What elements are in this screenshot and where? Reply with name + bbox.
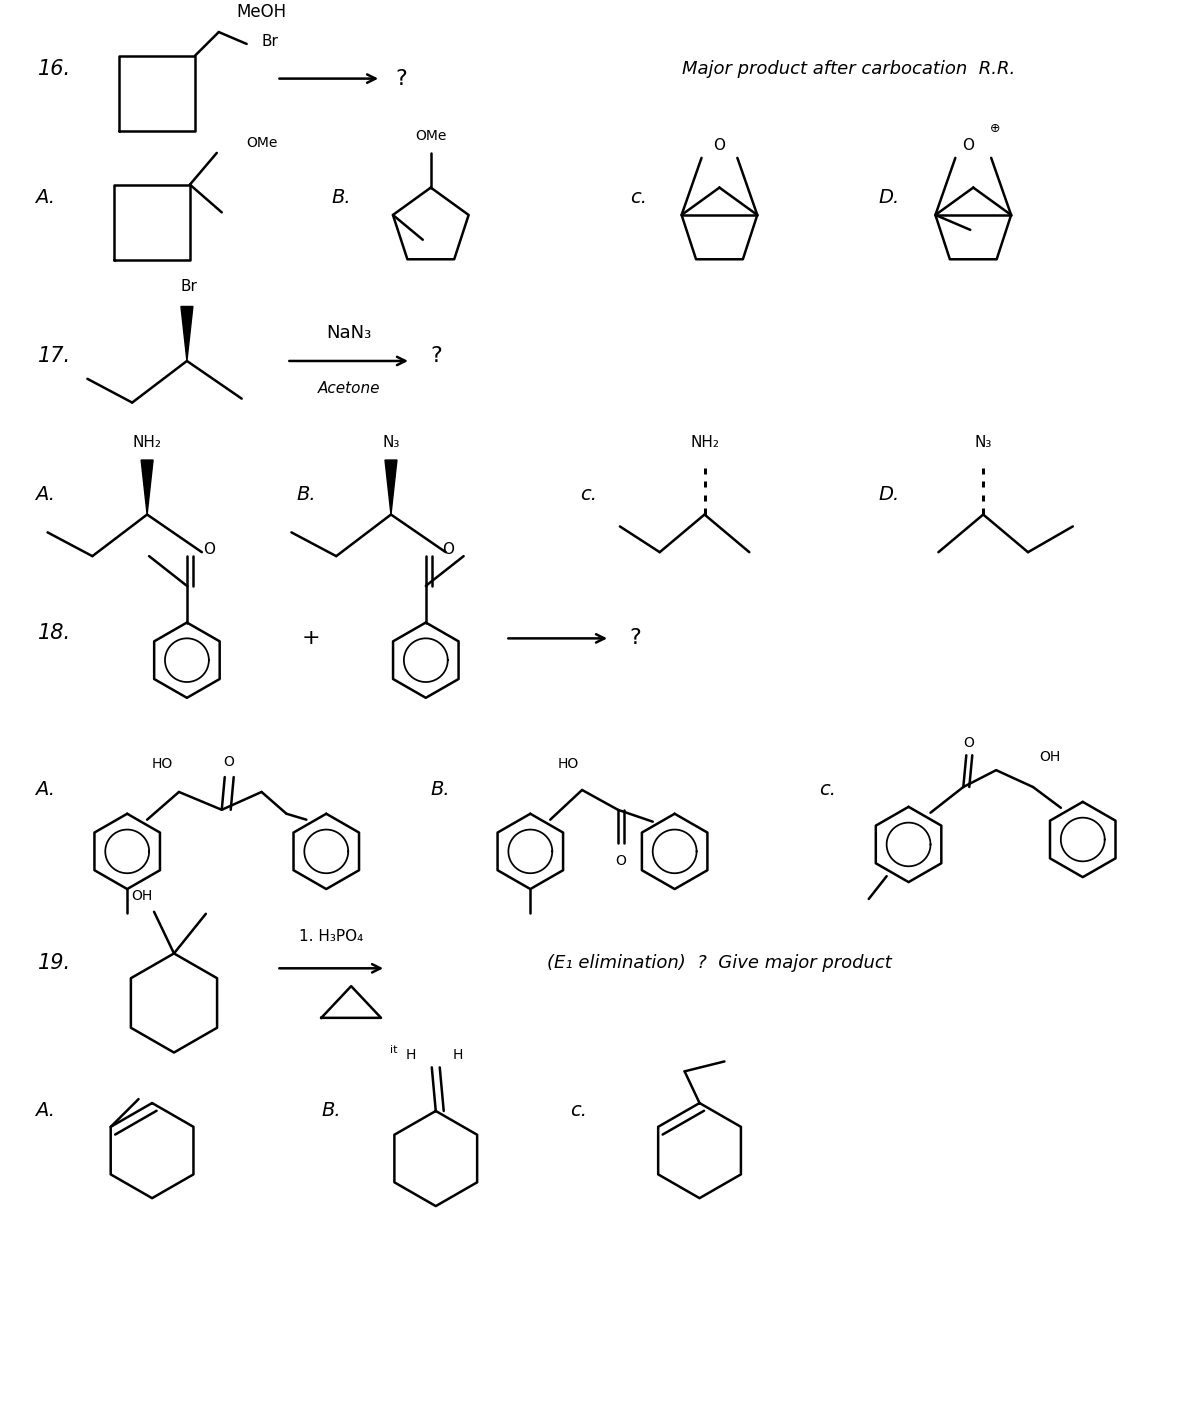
Text: OMe: OMe bbox=[415, 130, 446, 144]
Text: OH: OH bbox=[132, 889, 152, 903]
Text: O: O bbox=[442, 541, 454, 557]
Text: OMe: OMe bbox=[247, 137, 278, 149]
Text: O: O bbox=[203, 541, 215, 557]
Text: c.: c. bbox=[570, 1102, 587, 1120]
Text: Br: Br bbox=[262, 34, 278, 49]
Text: B.: B. bbox=[322, 1102, 341, 1120]
Text: HO: HO bbox=[558, 757, 578, 771]
Text: A.: A. bbox=[35, 187, 55, 207]
Text: H: H bbox=[406, 1047, 416, 1061]
Polygon shape bbox=[181, 307, 193, 361]
Text: NH₂: NH₂ bbox=[690, 435, 719, 449]
Text: ?: ? bbox=[629, 628, 641, 648]
Text: A.: A. bbox=[35, 485, 55, 504]
Text: B.: B. bbox=[296, 485, 316, 504]
Text: Br: Br bbox=[180, 279, 197, 294]
Text: N₃: N₃ bbox=[383, 435, 400, 449]
Text: 17.: 17. bbox=[37, 347, 71, 366]
Text: B.: B. bbox=[331, 187, 350, 207]
Text: O: O bbox=[962, 138, 974, 154]
Text: D.: D. bbox=[878, 485, 900, 504]
Text: O: O bbox=[962, 737, 973, 751]
Text: A.: A. bbox=[35, 1102, 55, 1120]
Text: A.: A. bbox=[35, 781, 55, 799]
Text: c.: c. bbox=[818, 781, 836, 799]
Text: ?: ? bbox=[430, 347, 442, 366]
Text: 16.: 16. bbox=[37, 59, 71, 79]
Text: NaN₃: NaN₃ bbox=[326, 324, 372, 342]
Text: ⊕: ⊕ bbox=[990, 121, 1001, 135]
Polygon shape bbox=[385, 461, 397, 514]
Text: MeOH: MeOH bbox=[236, 3, 287, 21]
Text: NH₂: NH₂ bbox=[133, 435, 162, 449]
Text: (E₁ elimination)  ?  Give major product: (E₁ elimination) ? Give major product bbox=[547, 954, 892, 972]
Text: O: O bbox=[616, 854, 626, 868]
Text: 18.: 18. bbox=[37, 623, 71, 644]
Text: N₃: N₃ bbox=[974, 435, 992, 449]
Text: ?: ? bbox=[395, 69, 407, 89]
Text: O: O bbox=[223, 755, 234, 769]
Text: +: + bbox=[302, 628, 320, 648]
Text: c.: c. bbox=[630, 187, 647, 207]
Text: HO: HO bbox=[151, 757, 173, 771]
Text: Major product after carbocation  R.R.: Major product after carbocation R.R. bbox=[683, 59, 1015, 77]
Polygon shape bbox=[142, 461, 154, 514]
Text: it: it bbox=[390, 1044, 397, 1054]
Text: O: O bbox=[714, 138, 726, 154]
Text: 19.: 19. bbox=[37, 954, 71, 974]
Text: D.: D. bbox=[878, 187, 900, 207]
Text: Acetone: Acetone bbox=[318, 382, 380, 396]
Text: c.: c. bbox=[580, 485, 598, 504]
Text: H: H bbox=[452, 1047, 463, 1061]
Text: OH: OH bbox=[1039, 750, 1061, 764]
Text: B.: B. bbox=[431, 781, 450, 799]
Text: 1. H₃PO₄: 1. H₃PO₄ bbox=[299, 929, 364, 944]
